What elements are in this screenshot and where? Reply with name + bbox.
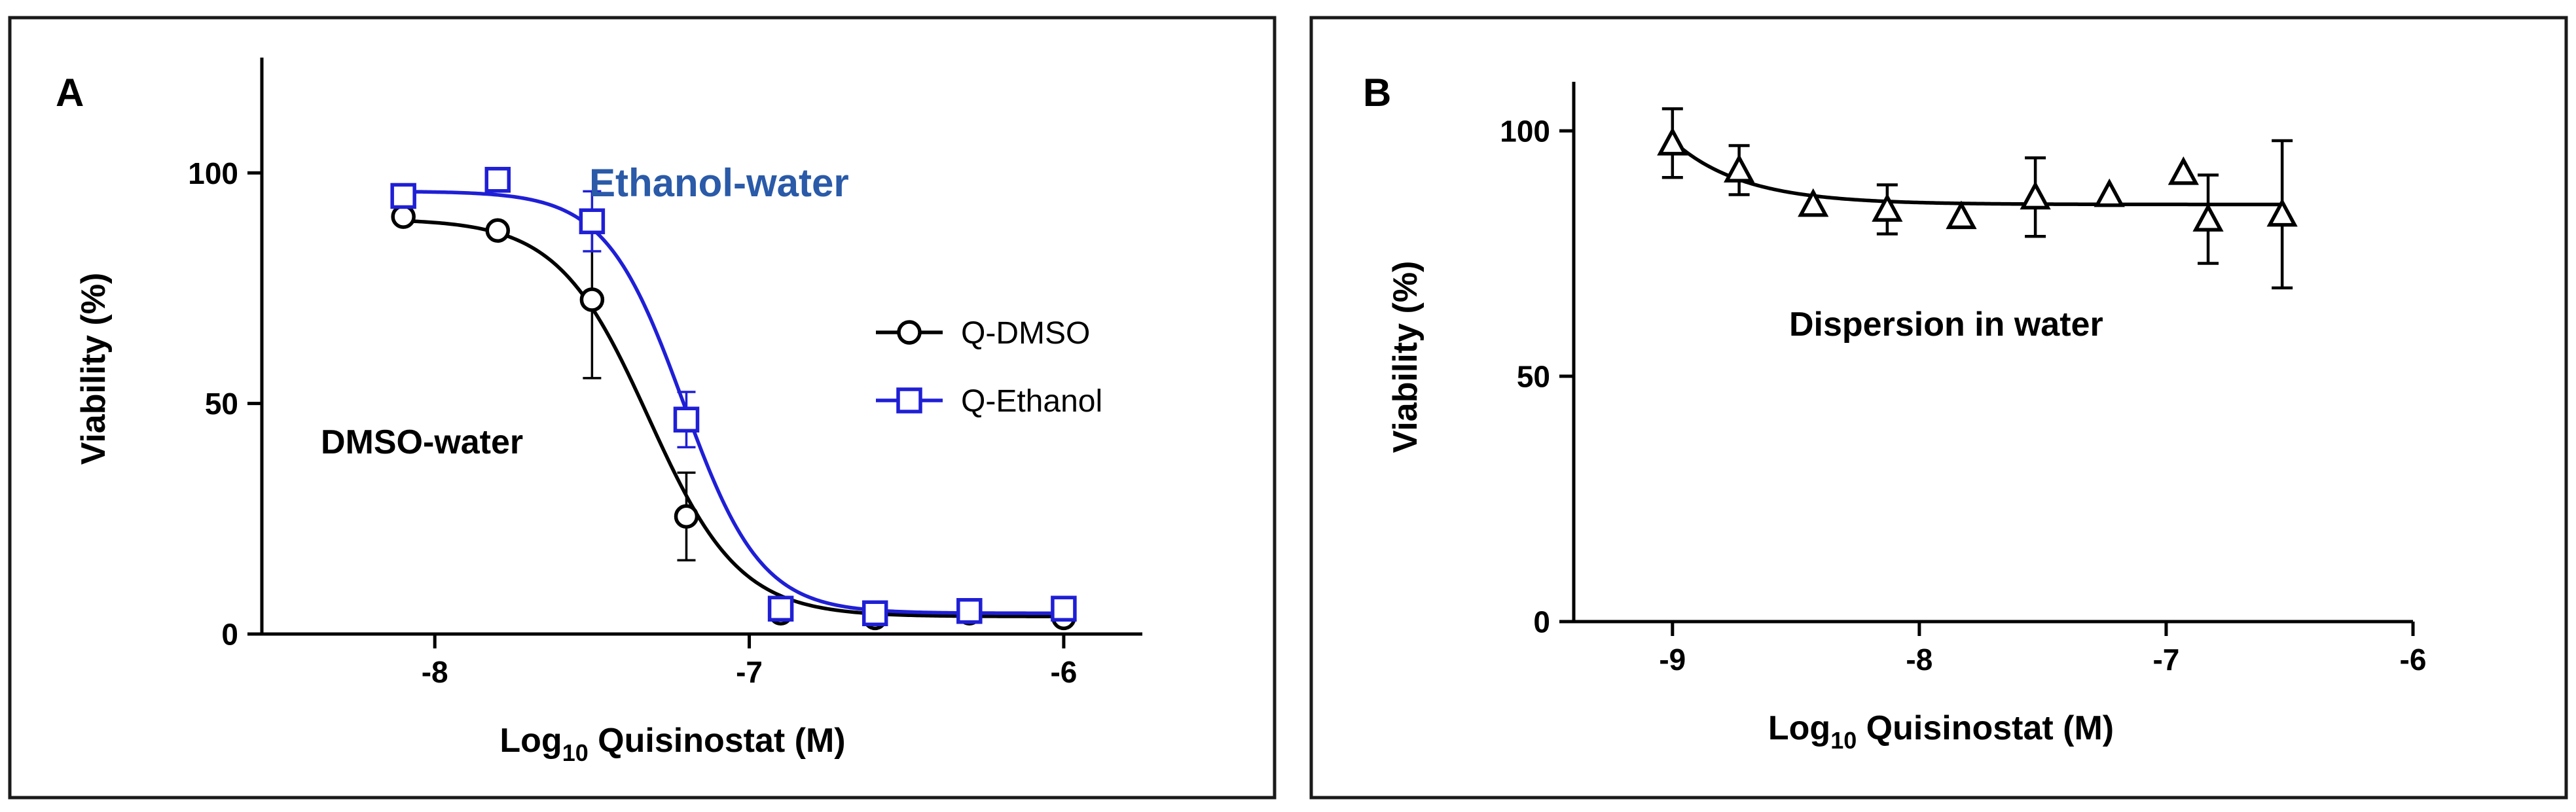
data-point-q-dmso <box>579 287 605 312</box>
data-point-q-ethanol <box>484 167 511 193</box>
data-point-q-ethanol <box>673 406 700 433</box>
x-tick-label: -6 <box>2400 643 2427 677</box>
data-point-dispersion <box>2094 178 2125 207</box>
chart-panel-b: B 0 50 100 -9 -8 -7 -6 Log10 Quisinostat (M) Viab… <box>1363 71 2426 754</box>
data-point-q-ethanol <box>862 600 888 627</box>
data-point-q-ethanol <box>956 598 983 624</box>
panel-label: A <box>56 71 84 115</box>
data-point-q-dmso <box>674 504 699 529</box>
data-point-dispersion <box>1724 154 1755 183</box>
y-tick-label: 50 <box>205 387 238 421</box>
y-tick-label: 0 <box>1533 605 1550 639</box>
data-point-dispersion <box>1798 188 1829 217</box>
data-point-q-ethanol <box>1051 595 1077 622</box>
y-tick-label: 0 <box>221 618 238 652</box>
legend-label-q-dmso: Q-DMSO <box>961 316 1090 351</box>
fit-curve-dispersion <box>1671 139 2283 207</box>
data-point-dispersion <box>2020 181 2051 210</box>
x-tick-label: -9 <box>1659 643 1686 677</box>
x-tick-label: -7 <box>736 655 763 689</box>
panel-label: B <box>1363 71 1391 115</box>
y-axis-label: Viability (%) <box>75 273 113 465</box>
y-tick-label: 50 <box>1517 360 1550 394</box>
data-point-q-dmso <box>391 204 416 229</box>
data-point-q-ethanol <box>390 183 416 209</box>
x-tick-label: -8 <box>1906 643 1932 677</box>
data-point-dispersion <box>1872 193 1903 222</box>
y-tick-label: 100 <box>1500 115 1550 149</box>
chart-panel-a: A 0 50 100 -8 -7 -6 Log10 Quisinostat (M) Viabil… <box>56 58 1142 766</box>
data-point-dispersion <box>2192 203 2224 232</box>
data-point-q-dmso <box>485 218 511 243</box>
data-point-dispersion <box>2168 156 2199 185</box>
x-axis-label: Log10 Quisinostat (M) <box>499 722 845 766</box>
data-point-q-ethanol <box>579 208 606 234</box>
data-point-dispersion <box>1946 200 1977 230</box>
annotation-dmso-water: DMSO-water <box>321 423 523 461</box>
annotation-dispersion-in-water: Dispersion in water <box>1789 306 2103 344</box>
x-tick-label: -6 <box>1050 655 1077 689</box>
y-axis-label: Viability (%) <box>1387 261 1424 453</box>
panel-b-frame <box>1309 16 2568 800</box>
x-tick-label: -8 <box>422 655 448 689</box>
y-tick-label: 100 <box>188 156 238 190</box>
data-point-q-ethanol <box>767 595 794 622</box>
legend-marker-q-ethanol <box>896 387 922 414</box>
data-point-dispersion <box>1657 126 1688 156</box>
x-axis-label: Log10 Quisinostat (M) <box>1768 709 2114 754</box>
legend-label-q-ethanol: Q-Ethanol <box>961 384 1102 419</box>
annotation-ethanol-water: Ethanol-water <box>589 161 849 205</box>
legend-marker-q-dmso <box>897 320 922 345</box>
x-tick-label: -7 <box>2152 643 2179 677</box>
data-point-dispersion <box>2266 198 2298 227</box>
